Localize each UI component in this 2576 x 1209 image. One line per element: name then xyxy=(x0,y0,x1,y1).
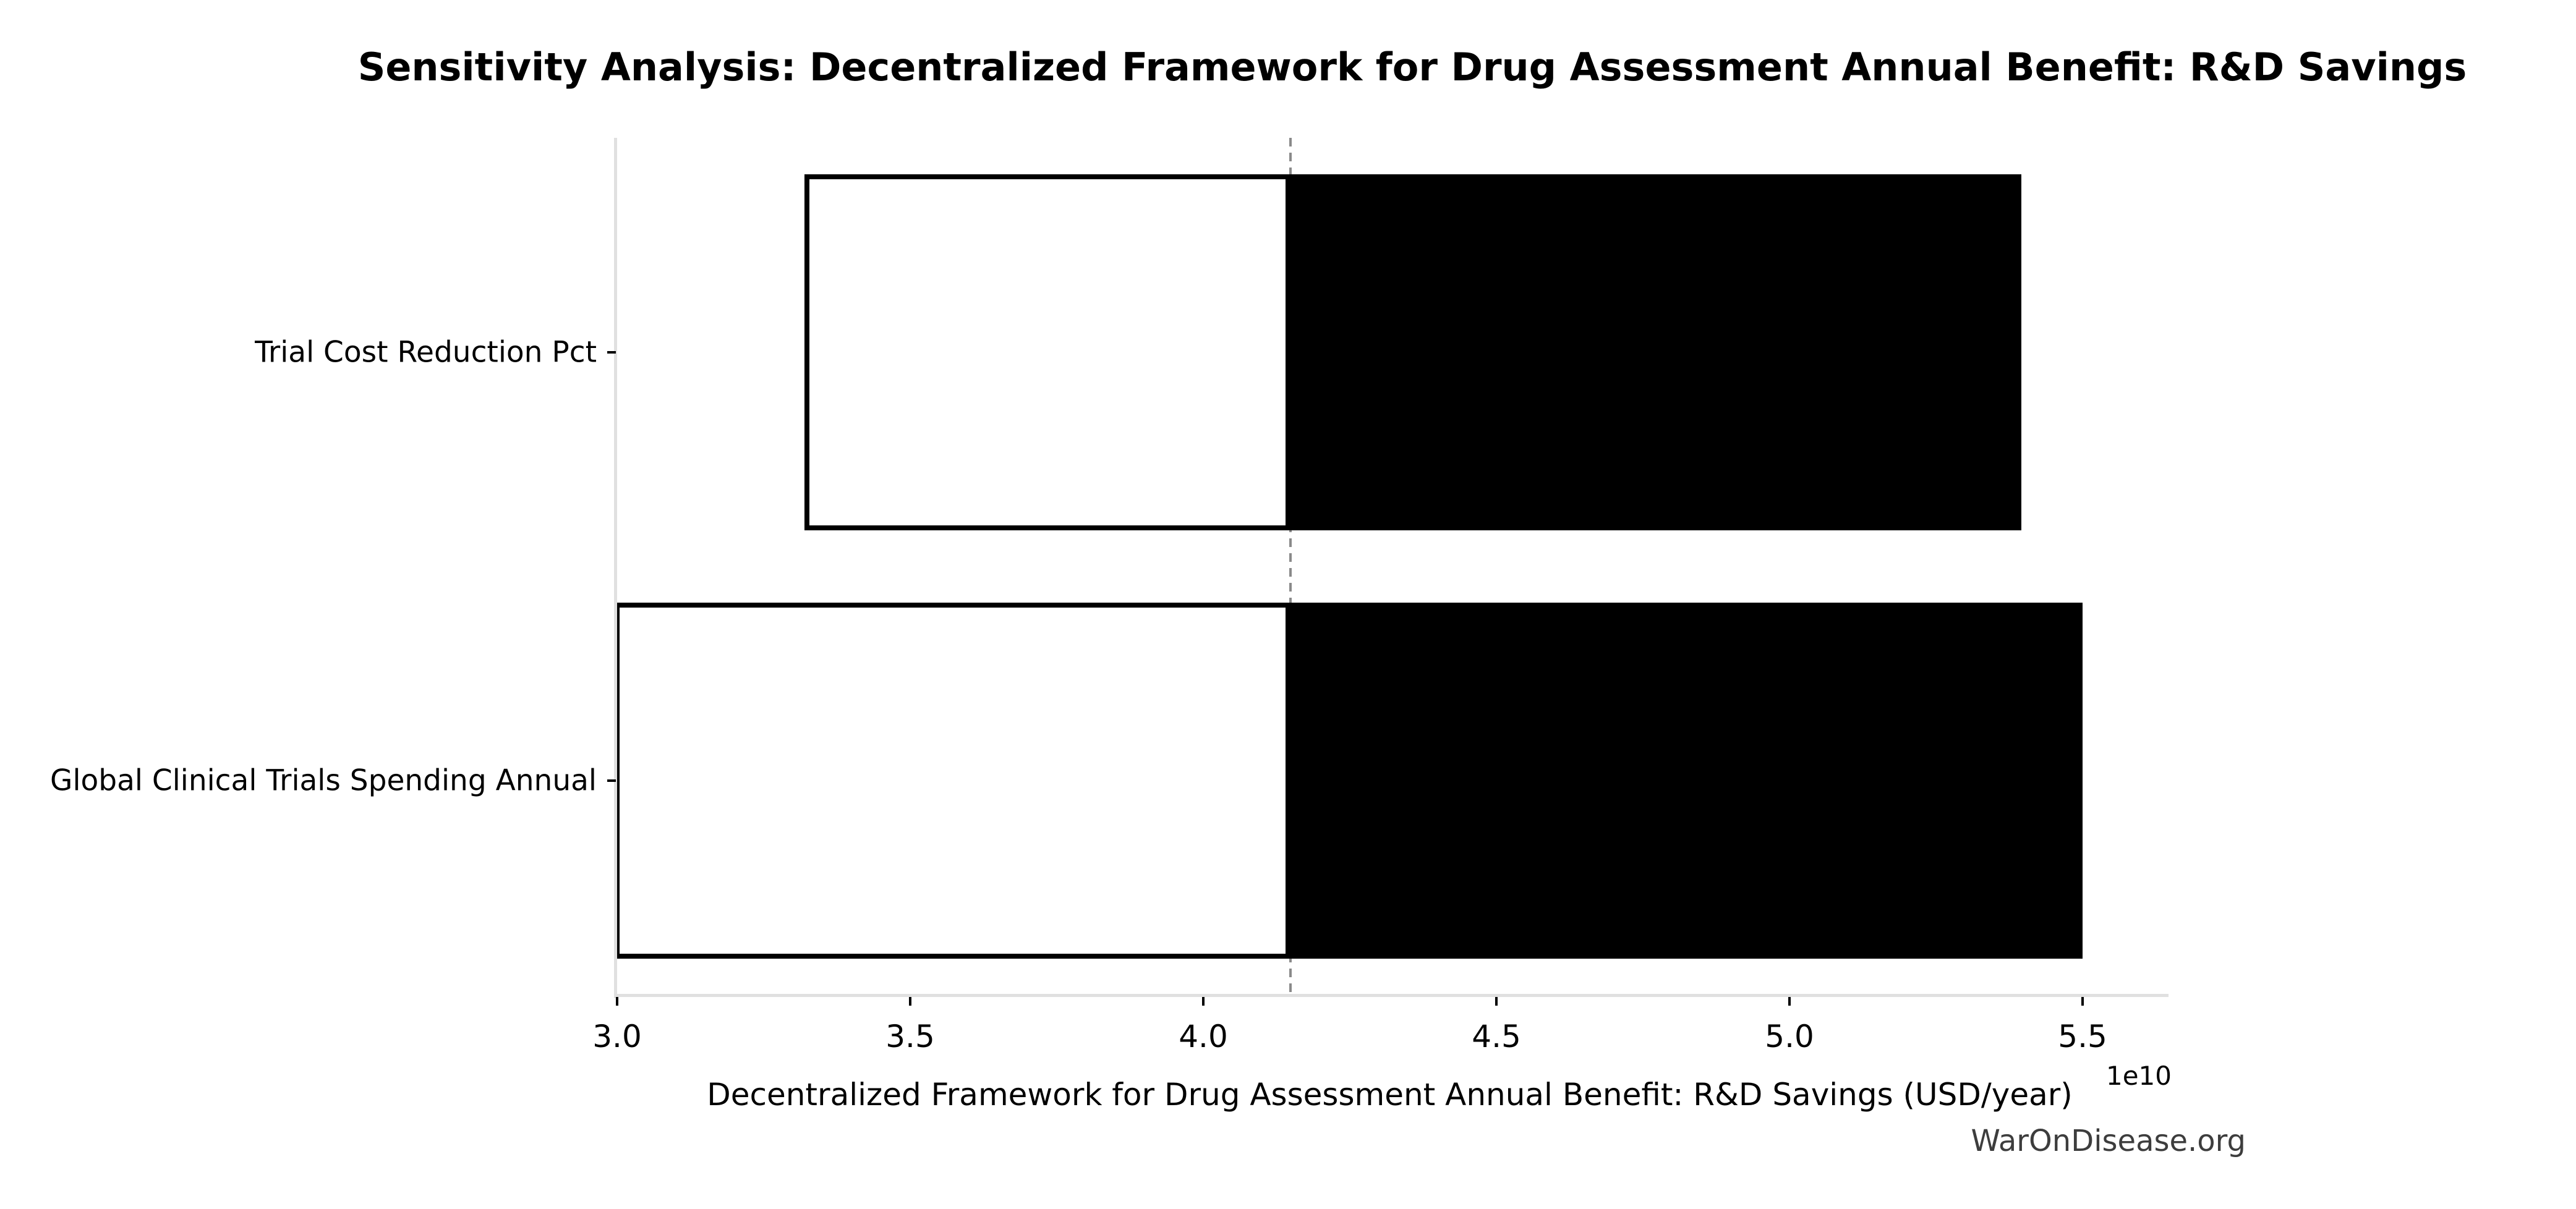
x-tick-label: 3.5 xyxy=(885,1019,935,1054)
bar-low-segment xyxy=(804,174,1291,530)
y-axis-spine xyxy=(614,138,617,998)
x-axis-ticks xyxy=(616,997,2162,1006)
x-tick-mark xyxy=(1788,997,1791,1006)
plot-area xyxy=(617,138,2162,995)
chart-title: Sensitivity Analysis: Decentralized Fram… xyxy=(357,45,2467,90)
x-tick-mark xyxy=(1202,997,1205,1006)
x-tick-label: 5.5 xyxy=(2058,1019,2107,1054)
bar-high-segment xyxy=(1290,174,2021,530)
y-axis: Trial Cost Reduction Pct Global Clinical … xyxy=(0,138,617,995)
x-tick-mark xyxy=(2081,997,2084,1006)
y-tick-mark xyxy=(607,350,616,354)
x-tick-mark xyxy=(909,997,911,1006)
x-axis-tick-labels: 3.0 3.5 4.0 4.5 5.0 5.5 xyxy=(592,1019,2162,1056)
x-tick-label: 4.0 xyxy=(1179,1019,1228,1054)
watermark-text: WarOnDisease.org xyxy=(1971,1124,2246,1158)
y-tick-label: Global Clinical Trials Spending Annual xyxy=(50,763,597,798)
bar-high-segment xyxy=(1290,603,2083,959)
y-tick-mark xyxy=(607,779,616,783)
x-tick-label: 4.5 xyxy=(1472,1019,1521,1054)
x-axis-label: Decentralized Framework for Drug Assessm… xyxy=(707,1077,2073,1113)
x-tick-label: 5.0 xyxy=(1765,1019,1814,1054)
x-tick-mark xyxy=(616,997,618,1006)
x-axis-spine xyxy=(614,994,2169,997)
x-tick-mark xyxy=(1495,997,1498,1006)
x-axis-offset-label: 1e10 xyxy=(2105,1061,2172,1091)
x-tick-label: 3.0 xyxy=(592,1019,642,1054)
bar-low-segment xyxy=(617,603,1291,959)
baseline-dashed-line xyxy=(1289,138,1292,995)
y-tick-label: Trial Cost Reduction Pct xyxy=(255,335,597,370)
